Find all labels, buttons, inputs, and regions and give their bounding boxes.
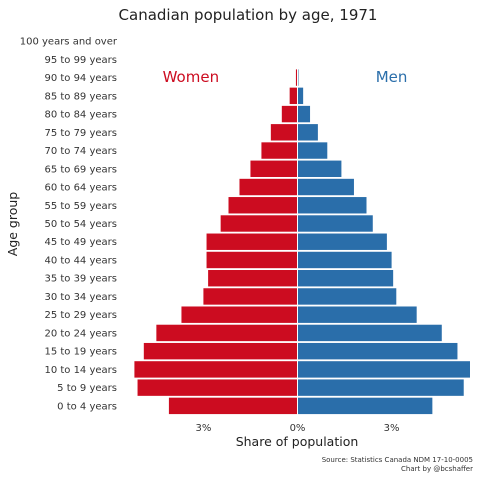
bar-women [281, 105, 298, 123]
y-tick-label: 45 to 49 years [44, 237, 117, 248]
y-tick-label: 0 to 4 years [57, 401, 117, 412]
bar-women [168, 397, 298, 415]
y-tick-label: 85 to 89 years [44, 91, 117, 102]
bar-women [220, 215, 298, 232]
x-tick-label: 3% [384, 423, 400, 434]
y-tick-labels: 0 to 4 years 5 to 9 years 10 to 14 years 15… [20, 37, 118, 413]
bar-women [203, 288, 298, 305]
bar-men [297, 105, 311, 123]
y-tick-label: 5 to 9 years [57, 383, 117, 394]
bar-men [297, 397, 433, 415]
y-tick-label: 10 to 14 years [44, 365, 117, 376]
bar-men [297, 178, 354, 196]
bars [134, 51, 470, 415]
bar-men [297, 160, 342, 177]
bar-women [137, 379, 298, 396]
bar-men [297, 251, 392, 269]
y-tick-label: 50 to 54 years [44, 219, 117, 230]
bar-women [250, 160, 298, 177]
bar-men [297, 306, 417, 323]
y-tick-label: 65 to 69 years [44, 164, 117, 175]
x-tick-label: 0% [290, 423, 306, 434]
y-tick-label: 15 to 19 years [44, 347, 117, 358]
bar-women [239, 178, 298, 196]
bar-women [156, 324, 298, 342]
bar-women [206, 233, 298, 250]
legend-women-label: Women [163, 68, 219, 86]
y-axis-title: Age group [5, 192, 20, 257]
y-tick-label: 40 to 44 years [44, 255, 117, 266]
bar-men [297, 142, 328, 159]
bar-women [261, 142, 298, 159]
bar-men [297, 270, 394, 287]
bar-women [206, 251, 298, 269]
bar-men [297, 361, 470, 378]
bar-men [297, 197, 367, 214]
bar-men [297, 379, 464, 396]
legend-men-label: Men [376, 68, 408, 86]
bar-women [134, 361, 298, 378]
bar-men [297, 124, 318, 141]
bar-women [295, 69, 298, 86]
y-tick-label: 70 to 74 years [44, 146, 117, 157]
x-tick-label: 3% [195, 423, 211, 434]
chart-title: Canadian population by age, 1971 [119, 6, 378, 24]
bar-men [297, 87, 304, 105]
source-line-1: Source: Statistics Canada NDM 17-10-0005 [322, 456, 473, 464]
bar-men [297, 342, 458, 360]
y-tick-label: 25 to 29 years [44, 310, 117, 321]
bar-men [297, 324, 442, 342]
y-tick-label: 30 to 34 years [44, 292, 117, 303]
bar-women [289, 87, 298, 105]
y-tick-label: 20 to 24 years [44, 328, 117, 339]
bar-women [143, 342, 298, 360]
y-tick-label: 90 to 94 years [44, 73, 117, 84]
source-line-2: Chart by @bcshaffer [401, 465, 473, 473]
bar-women [228, 197, 298, 214]
y-tick-label: 75 to 79 years [44, 128, 117, 139]
bar-men [297, 215, 373, 232]
bar-women [208, 270, 298, 287]
y-tick-label: 60 to 64 years [44, 183, 117, 194]
y-tick-label: 55 to 59 years [44, 201, 117, 212]
y-tick-label: 80 to 84 years [44, 110, 117, 121]
bar-men [297, 233, 387, 250]
x-tick-labels: 3% 0% 3% [195, 423, 399, 434]
y-tick-label: 100 years and over [20, 37, 118, 48]
bar-women [270, 124, 298, 141]
y-tick-label: 95 to 99 years [44, 55, 117, 66]
y-tick-label: 35 to 39 years [44, 274, 117, 285]
x-axis-title: Share of population [236, 434, 359, 449]
bar-men [297, 288, 397, 305]
bar-women [181, 306, 298, 323]
